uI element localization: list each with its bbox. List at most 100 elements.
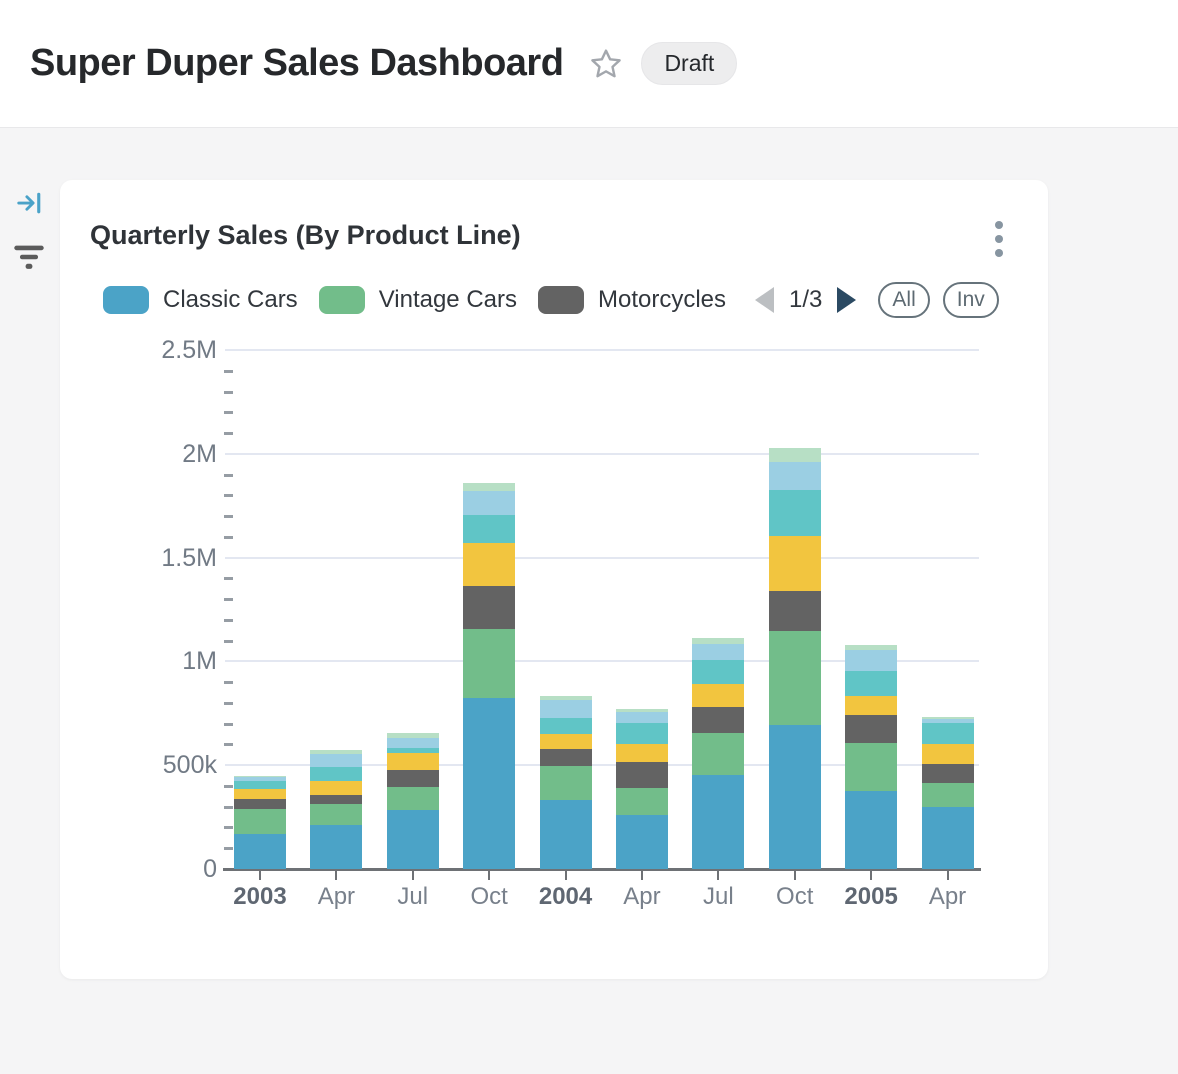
- bar-segment[interactable]: [692, 774, 745, 869]
- bar-segment[interactable]: [768, 535, 821, 591]
- y-axis-minor-tick: [224, 411, 233, 415]
- expand-panel-icon[interactable]: [14, 188, 46, 218]
- x-axis-tick-label: 2004: [538, 883, 593, 910]
- legend-inv-button[interactable]: Inv: [942, 282, 999, 318]
- bar-segment[interactable]: [692, 733, 745, 775]
- bar-segment[interactable]: [539, 800, 592, 869]
- bar-segment[interactable]: [768, 630, 821, 725]
- bar-segment[interactable]: [234, 798, 286, 809]
- bar-segment[interactable]: [310, 803, 363, 825]
- bar-segment[interactable]: [921, 722, 974, 745]
- bar-segment[interactable]: [921, 718, 974, 723]
- bar-segment[interactable]: [463, 628, 516, 698]
- bar-segment[interactable]: [615, 712, 668, 724]
- bar-segment[interactable]: [768, 448, 821, 462]
- bar-segment[interactable]: [310, 754, 363, 768]
- bar-segment[interactable]: [463, 543, 516, 587]
- y-axis-minor-tick: [224, 805, 233, 809]
- bar-segment[interactable]: [539, 717, 592, 734]
- y-axis-minor-tick: [224, 847, 233, 851]
- bar-segment[interactable]: [921, 782, 974, 808]
- y-axis-tick-label: 2.5M: [161, 336, 217, 364]
- bar-segment[interactable]: [845, 649, 898, 671]
- legend-item[interactable]: Classic Cars: [103, 286, 298, 314]
- bar-segment[interactable]: [310, 780, 363, 795]
- bar-segment[interactable]: [921, 716, 974, 719]
- kebab-dot: [995, 235, 1003, 243]
- bar-segment[interactable]: [615, 723, 668, 744]
- bar-segment[interactable]: [845, 644, 898, 650]
- legend-item[interactable]: Vintage Cars: [318, 286, 517, 314]
- bar-segment[interactable]: [234, 777, 286, 781]
- chart-title: Quarterly Sales (By Product Line): [90, 220, 521, 250]
- bar-segment[interactable]: [539, 695, 592, 700]
- bar-segment[interactable]: [692, 707, 745, 734]
- bar-segment[interactable]: [539, 699, 592, 718]
- bar-segment[interactable]: [539, 733, 592, 749]
- bar-segment[interactable]: [921, 744, 974, 764]
- bar-segment[interactable]: [386, 769, 439, 788]
- bar-segment[interactable]: [615, 788, 668, 816]
- bar-segment[interactable]: [692, 683, 745, 708]
- bar-segment[interactable]: [234, 776, 286, 778]
- bar-segment[interactable]: [234, 808, 286, 834]
- bar-segment[interactable]: [539, 748, 592, 767]
- bar-segment[interactable]: [921, 763, 974, 783]
- y-axis-minor-tick: [224, 639, 233, 643]
- bar-segment[interactable]: [386, 787, 439, 810]
- bar-segment[interactable]: [615, 709, 668, 713]
- bar-segment[interactable]: [845, 791, 898, 869]
- x-axis-tick-label: Oct: [470, 883, 508, 910]
- bar-segment[interactable]: [310, 767, 363, 781]
- bar-segment[interactable]: [386, 809, 439, 869]
- legend-all-button[interactable]: All: [878, 282, 930, 318]
- bar-segment[interactable]: [310, 794, 363, 804]
- bar-segment[interactable]: [463, 697, 516, 869]
- bar-segment[interactable]: [845, 714, 898, 743]
- x-axis-tick-label: Apr: [928, 883, 967, 910]
- bar-segment[interactable]: [768, 489, 821, 536]
- kebab-dot: [995, 221, 1003, 229]
- filter-icon[interactable]: [12, 240, 46, 274]
- bar-segment[interactable]: [310, 750, 363, 755]
- bar-segment[interactable]: [768, 590, 821, 631]
- bar-segment[interactable]: [692, 638, 745, 645]
- gridline: [225, 349, 979, 351]
- bar-segment[interactable]: [768, 461, 821, 490]
- bar-segment[interactable]: [463, 483, 516, 491]
- bar-segment[interactable]: [692, 660, 745, 684]
- bar-segment[interactable]: [234, 833, 286, 869]
- bar-segment[interactable]: [386, 747, 439, 753]
- legend-prev-arrow-icon[interactable]: [755, 287, 775, 313]
- y-axis-minor-tick: [224, 473, 233, 477]
- bar-segment[interactable]: [463, 490, 516, 516]
- bar-segment[interactable]: [845, 742, 898, 792]
- bar-segment[interactable]: [615, 815, 668, 869]
- kebab-menu-icon[interactable]: [988, 220, 1010, 258]
- bar-segment[interactable]: [845, 670, 898, 697]
- y-axis-minor-tick: [224, 515, 233, 519]
- bar-segment[interactable]: [310, 824, 363, 869]
- y-axis-minor-tick: [224, 494, 233, 498]
- bar-segment[interactable]: [692, 644, 745, 661]
- bar-segment[interactable]: [463, 586, 516, 629]
- bar-segment[interactable]: [463, 515, 516, 544]
- legend-item[interactable]: Motorcycles: [538, 286, 726, 314]
- bar-segment[interactable]: [921, 807, 974, 869]
- gridline: [225, 556, 979, 559]
- bar-segment[interactable]: [768, 724, 821, 869]
- bar-segment[interactable]: [615, 762, 668, 789]
- star-icon[interactable]: [589, 47, 623, 81]
- legend-item-label: Classic Cars: [163, 286, 298, 313]
- bar-segment[interactable]: [234, 789, 286, 799]
- bar-segment[interactable]: [386, 733, 439, 738]
- bar-segment[interactable]: [539, 766, 592, 801]
- bar-segment[interactable]: [615, 744, 668, 763]
- bar-segment[interactable]: [386, 737, 439, 748]
- x-axis-tick-label: Apr: [623, 883, 661, 910]
- bar-segment[interactable]: [845, 696, 898, 715]
- legend-next-arrow-icon[interactable]: [837, 287, 857, 313]
- bar-segment[interactable]: [386, 752, 439, 770]
- bar-segment[interactable]: [234, 780, 286, 790]
- legend-page-indicator: 1/3: [789, 286, 823, 313]
